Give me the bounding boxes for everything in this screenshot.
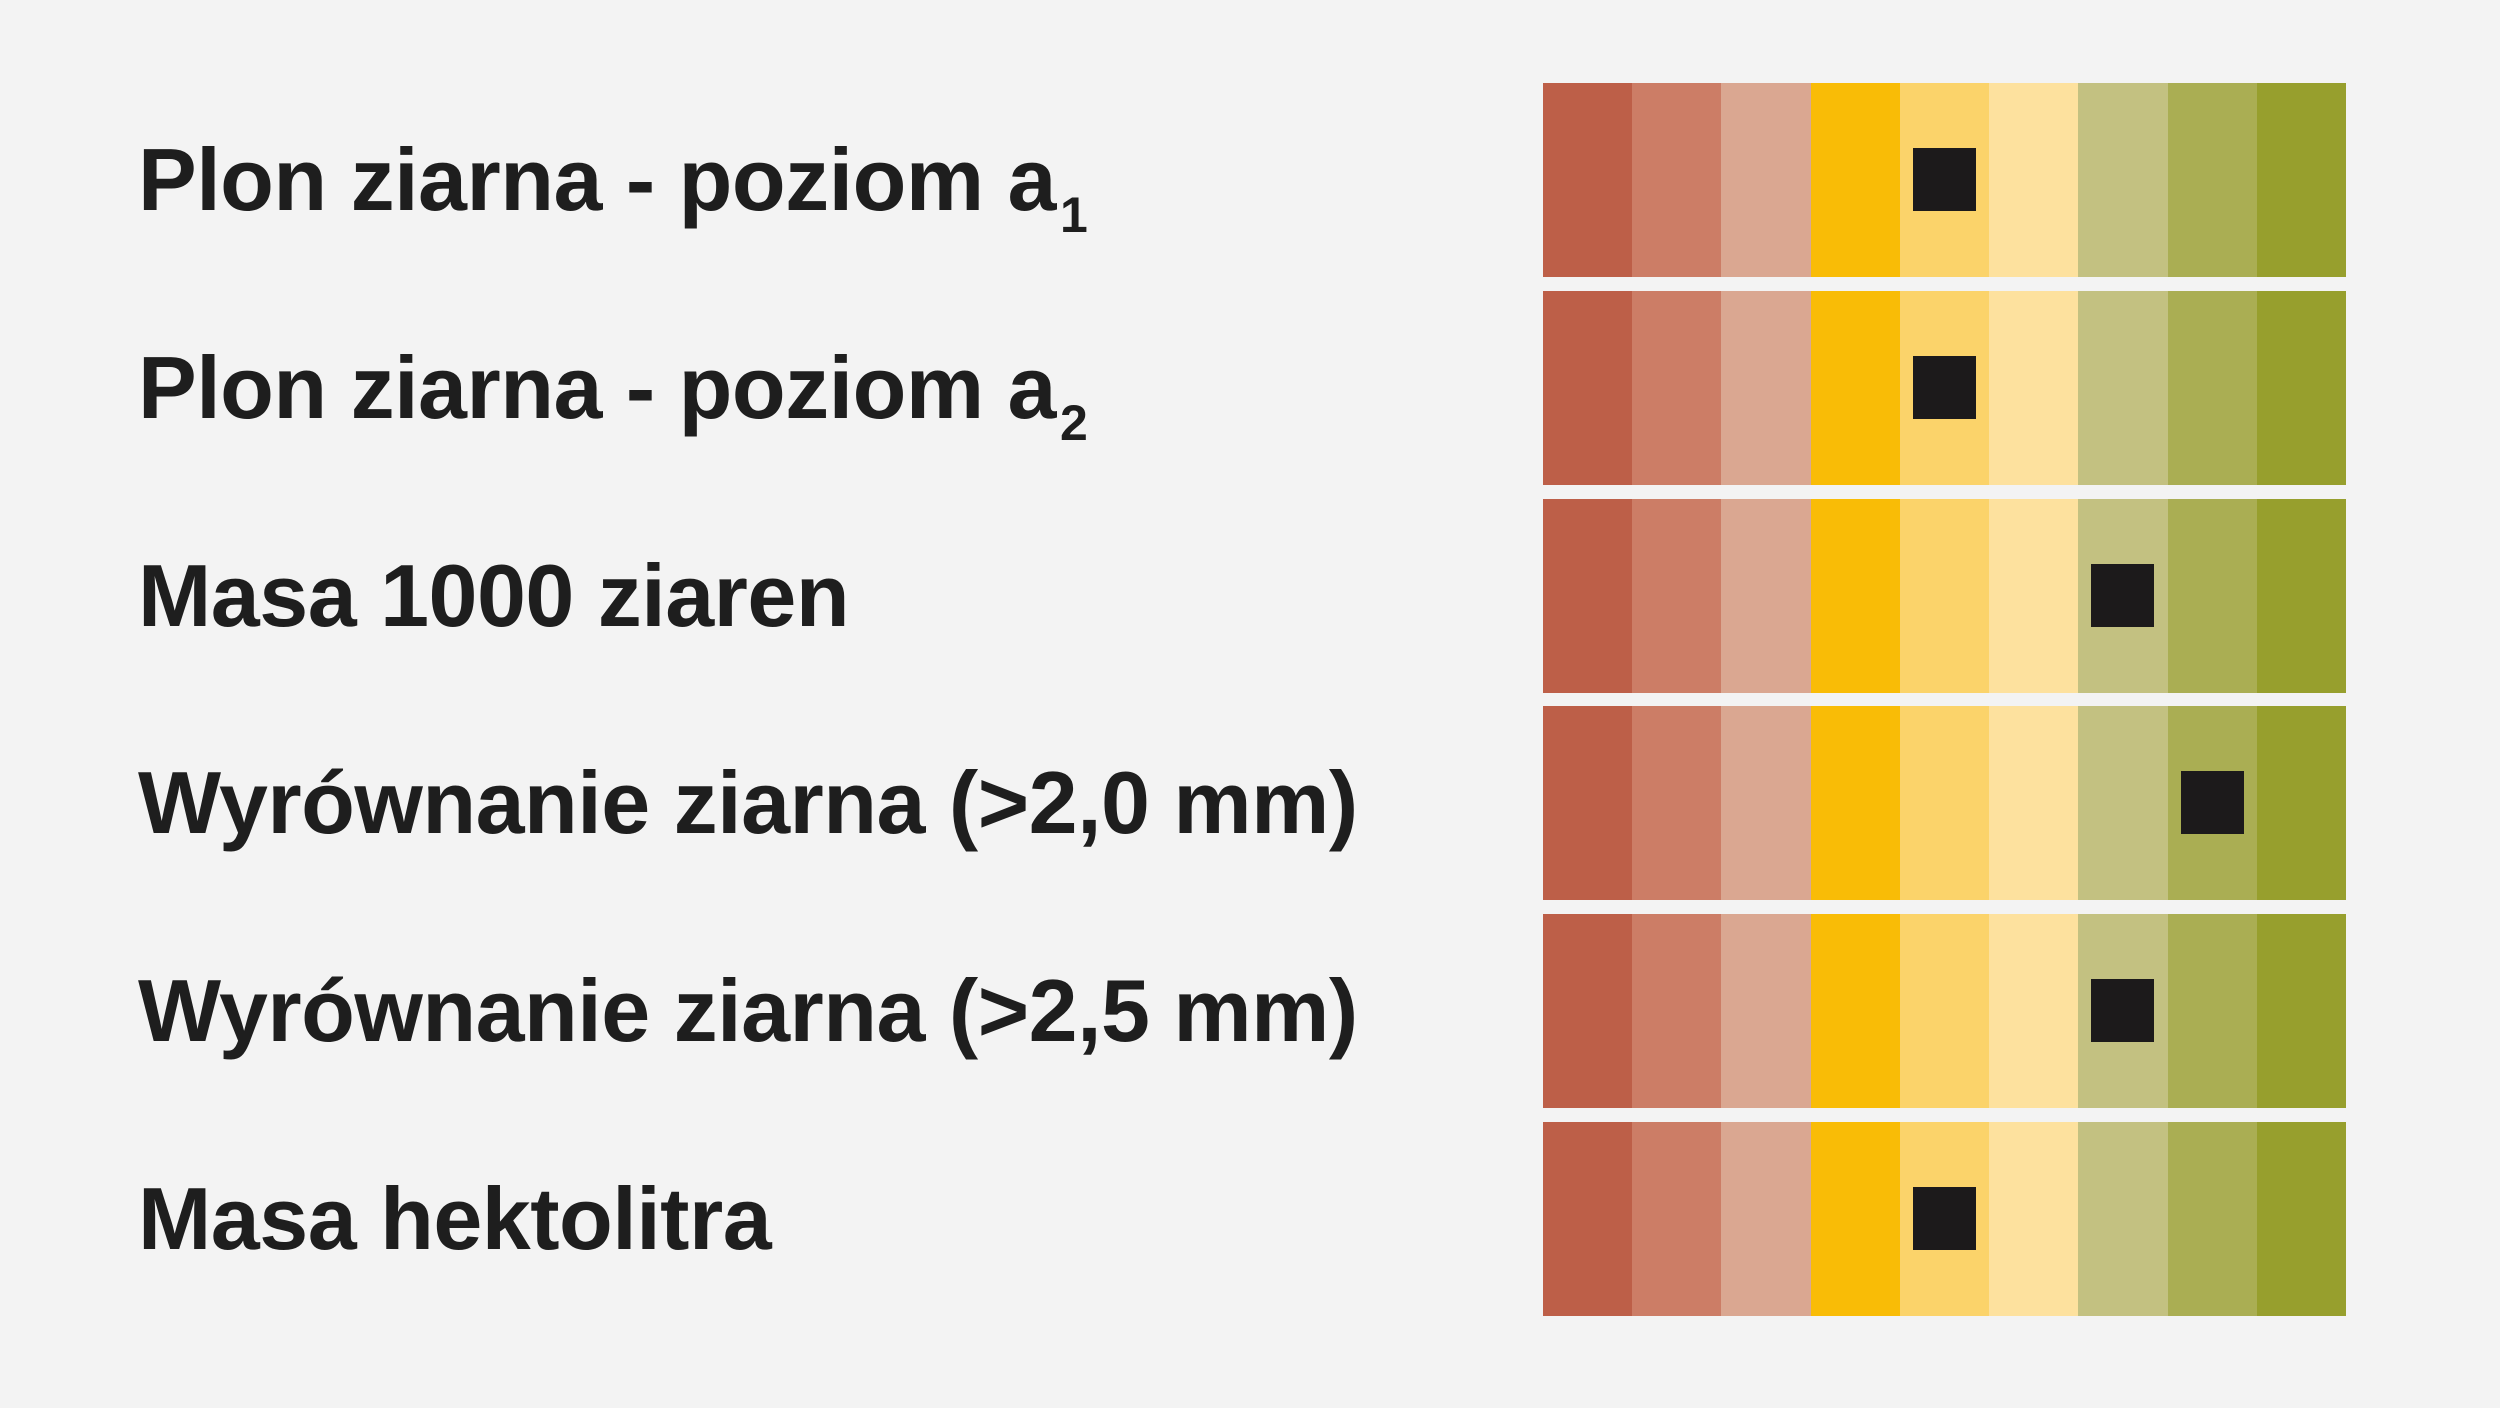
scale-cell-3	[1721, 83, 1811, 277]
rating-marker	[1913, 1187, 1976, 1250]
scale-cell-3	[1721, 1122, 1811, 1316]
rating-row: Wyrównanie ziarna (>2,0 mm)	[0, 706, 2500, 900]
scale-cell-5	[1900, 914, 1989, 1108]
scale-cell-4	[1811, 914, 1900, 1108]
scale-cell-1	[1543, 706, 1632, 900]
trait-label: Plon ziarna - poziom a1	[138, 130, 1088, 240]
trait-label-text: Wyrównanie ziarna (>2,5 mm)	[138, 961, 1358, 1060]
scale-cell-8	[2168, 291, 2257, 485]
trait-label: Masa 1000 ziaren	[138, 546, 853, 646]
scale-cell-6	[1989, 706, 2078, 900]
scale-cell-4	[1811, 1122, 1900, 1316]
scale-cell-8	[2168, 499, 2257, 693]
scale-cell-1	[1543, 83, 1632, 277]
scale-cell-1	[1543, 291, 1632, 485]
scale-cell-2	[1632, 1122, 1721, 1316]
trait-label: Wyrównanie ziarna (>2,0 mm)	[138, 753, 1362, 853]
scale-cell-7	[2078, 706, 2168, 900]
scale-cell-2	[1632, 706, 1721, 900]
scale-cell-8	[2168, 914, 2257, 1108]
scale-cell-6	[1989, 291, 2078, 485]
scale-cell-9	[2257, 83, 2346, 277]
trait-label-text: Plon ziarna - poziom a	[138, 338, 1056, 437]
rating-row: Plon ziarna - poziom a2	[0, 291, 2500, 485]
trait-label: Wyrównanie ziarna (>2,5 mm)	[138, 961, 1362, 1061]
scale-cell-4	[1811, 499, 1900, 693]
scale-cell-2	[1632, 83, 1721, 277]
rating-scale-bar	[1543, 706, 2346, 900]
scale-cell-3	[1721, 914, 1811, 1108]
rating-marker	[1913, 356, 1976, 419]
rating-marker	[2091, 979, 2154, 1042]
rating-row: Masa 1000 ziaren	[0, 499, 2500, 693]
trait-label-text: Plon ziarna - poziom a	[138, 130, 1056, 229]
trait-label-subscript: 2	[1059, 395, 1088, 451]
scale-cell-1	[1543, 499, 1632, 693]
trait-label-text: Wyrównanie ziarna (>2,0 mm)	[138, 753, 1358, 852]
rating-marker	[2181, 771, 2244, 834]
scale-cell-9	[2257, 1122, 2346, 1316]
scale-cell-8	[2168, 83, 2257, 277]
scale-cell-2	[1632, 914, 1721, 1108]
rating-scale-bar	[1543, 914, 2346, 1108]
trait-label: Plon ziarna - poziom a2	[138, 338, 1088, 448]
scale-cell-4	[1811, 83, 1900, 277]
rating-marker	[1913, 148, 1976, 211]
rating-scale-bar	[1543, 1122, 2346, 1316]
trait-label-text: Masa 1000 ziaren	[138, 546, 850, 645]
rating-row: Plon ziarna - poziom a1	[0, 83, 2500, 277]
rating-row: Masa hektolitra	[0, 1122, 2500, 1316]
scale-cell-6	[1989, 499, 2078, 693]
scale-cell-3	[1721, 706, 1811, 900]
scale-cell-9	[2257, 291, 2346, 485]
rating-marker	[2091, 564, 2154, 627]
scale-cell-9	[2257, 499, 2346, 693]
rating-row: Wyrównanie ziarna (>2,5 mm)	[0, 914, 2500, 1108]
scale-cell-9	[2257, 914, 2346, 1108]
rating-scale-bar	[1543, 499, 2346, 693]
scale-cell-9	[2257, 706, 2346, 900]
scale-cell-7	[2078, 83, 2168, 277]
scale-cell-1	[1543, 1122, 1632, 1316]
scale-cell-3	[1721, 291, 1811, 485]
scale-cell-8	[2168, 1122, 2257, 1316]
scale-cell-4	[1811, 706, 1900, 900]
scale-cell-6	[1989, 914, 2078, 1108]
scale-cell-5	[1900, 706, 1989, 900]
scale-cell-2	[1632, 499, 1721, 693]
rating-scale-bar	[1543, 291, 2346, 485]
scale-cell-6	[1989, 83, 2078, 277]
scale-cell-7	[2078, 291, 2168, 485]
scale-cell-4	[1811, 291, 1900, 485]
rating-scale-bar	[1543, 83, 2346, 277]
scale-cell-7	[2078, 1122, 2168, 1316]
scale-cell-3	[1721, 499, 1811, 693]
scale-cell-6	[1989, 1122, 2078, 1316]
trait-label-subscript: 1	[1059, 187, 1088, 243]
scale-cell-2	[1632, 291, 1721, 485]
scale-cell-5	[1900, 499, 1989, 693]
trait-label: Masa hektolitra	[138, 1169, 775, 1269]
trait-label-text: Masa hektolitra	[138, 1169, 772, 1268]
scale-cell-1	[1543, 914, 1632, 1108]
